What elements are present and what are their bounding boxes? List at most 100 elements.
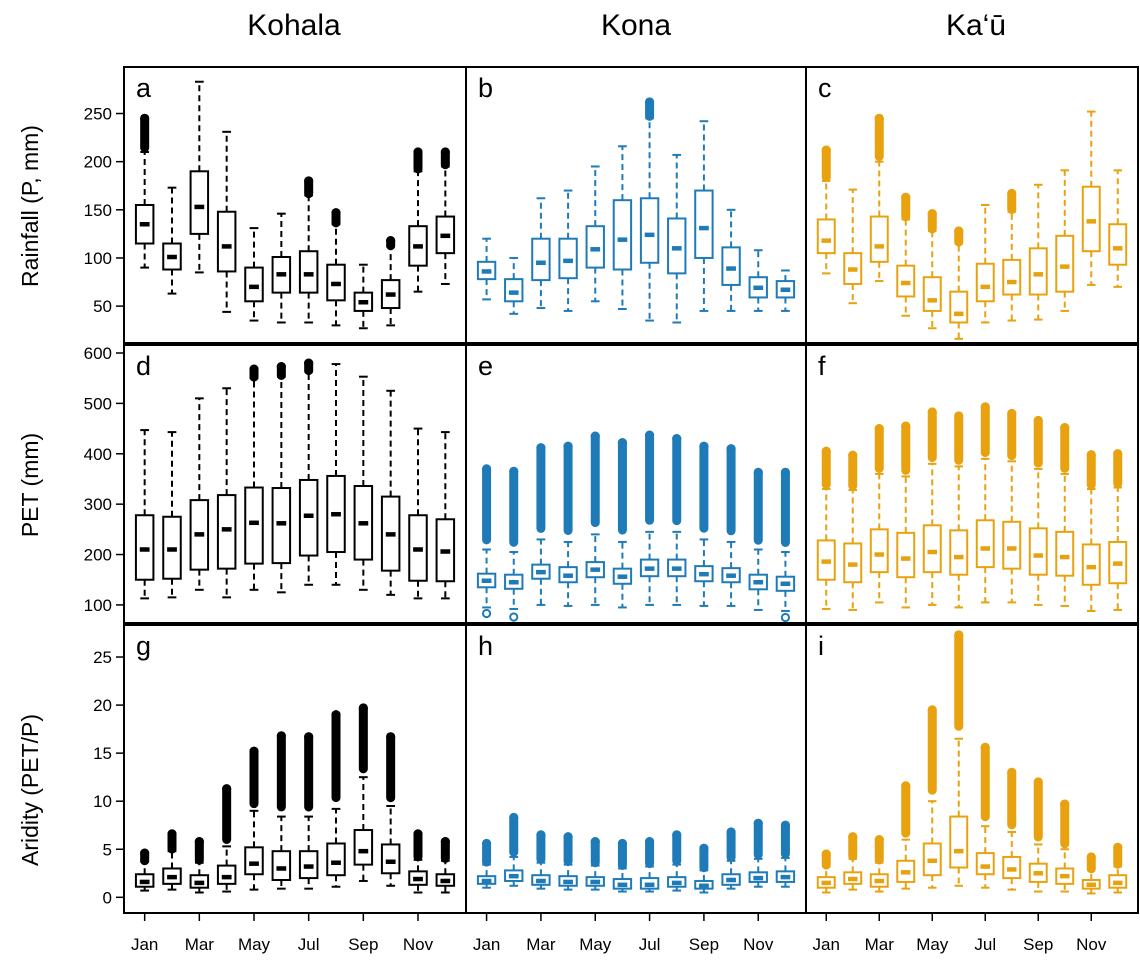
y-tick-label: 500 [84, 394, 112, 413]
outlier-max [699, 843, 709, 853]
x-tick-label: Jan [473, 935, 500, 954]
outlier-max [1060, 422, 1070, 433]
outlier-max [753, 467, 763, 478]
box-body [975, 262, 995, 303]
box-jul [298, 358, 319, 586]
box-may [585, 836, 605, 891]
y-tick-label: 15 [93, 744, 112, 763]
box-body [612, 199, 633, 271]
panel-a: a 50 100 150 200 250 [84, 66, 467, 344]
box-jul [639, 97, 660, 322]
y-tick-label: 0 [103, 888, 112, 907]
outlier-max [590, 836, 600, 847]
box-body [694, 189, 714, 259]
box-nov [1081, 852, 1101, 895]
box-body [975, 852, 995, 876]
box-sep [1028, 777, 1048, 893]
box-may [585, 165, 605, 303]
box-mar [869, 113, 889, 283]
outlier-max [874, 835, 884, 845]
panel-g: g 0 5 10 15 20 25 Jan Mar May Jul Sep Nov [93, 624, 467, 954]
box-sep [694, 441, 714, 607]
box-apr [558, 189, 578, 312]
row-label-pet: PET (mm) [17, 433, 43, 537]
column-title-kohala: Kohala [247, 9, 341, 42]
box-body [949, 529, 969, 576]
box-jul [639, 836, 660, 893]
outlier-max [980, 742, 990, 752]
box-body [949, 815, 969, 869]
box-nov [408, 147, 428, 293]
outlier-max [331, 208, 341, 218]
box-apr [896, 781, 916, 890]
y-tick-label: 50 [93, 297, 112, 316]
box-feb [162, 186, 182, 295]
panel-letter: d [136, 351, 151, 381]
box-aug [667, 153, 687, 324]
panel-letter: b [478, 73, 493, 103]
outlier-max [927, 705, 937, 715]
box-jan [476, 237, 497, 301]
outlier-max [1086, 450, 1096, 460]
box-body [1055, 530, 1075, 577]
outlier-max [821, 446, 831, 456]
x-tick-label: Mar [526, 935, 556, 954]
panel-c: c [805, 66, 1139, 344]
box-body [949, 290, 969, 324]
panels: a 50 100 150 200 250 b c d 100 200 300 400 500 600 e f g 0… [84, 66, 1139, 954]
outlier-max [304, 732, 314, 742]
box-body [271, 850, 292, 882]
box-aug [326, 208, 346, 327]
outlier-max [980, 402, 990, 412]
box-oct [721, 208, 741, 312]
box-body [244, 846, 264, 876]
panel-frame [805, 624, 1139, 914]
box-dec [435, 147, 456, 285]
row-label-rainfall: Rainfall (P, mm) [17, 125, 43, 287]
box-jan [476, 838, 497, 889]
box-nov [748, 818, 768, 888]
box-body [216, 864, 237, 885]
box-jan [816, 446, 836, 610]
x-tick-label: Jan [813, 935, 840, 954]
box-jul [975, 742, 995, 889]
outlier-max [1007, 408, 1017, 419]
panel-frame [805, 344, 1139, 624]
y-tick-label: 100 [84, 596, 112, 615]
outlier-max [1060, 799, 1070, 809]
panel-f: f [805, 344, 1139, 624]
box-jun [271, 362, 292, 594]
box-nov [1081, 110, 1101, 286]
outlier-max [901, 421, 911, 431]
outlier-max [590, 431, 600, 441]
box-feb [504, 256, 524, 315]
outlier-max [194, 836, 204, 847]
outlier-max [644, 430, 655, 440]
outlier-max [1033, 777, 1043, 787]
box-feb [843, 450, 863, 611]
box-jan [816, 145, 836, 275]
box-body [1002, 520, 1022, 570]
outlier-max [1007, 188, 1017, 199]
box-body [1055, 234, 1075, 293]
outlier-max [753, 818, 763, 828]
box-jun [612, 838, 633, 893]
box-jan [134, 848, 155, 892]
y-tick-label: 10 [93, 792, 112, 811]
outlier-max [954, 630, 964, 640]
outlier-max [927, 209, 937, 219]
x-tick-label: Nov [743, 935, 774, 954]
box-dec [775, 820, 796, 888]
x-tick-label: Nov [403, 935, 434, 954]
panel-letter: a [136, 73, 152, 103]
box-body [380, 843, 401, 875]
box-apr [558, 832, 578, 891]
box-body [558, 237, 578, 280]
box-feb [504, 466, 524, 622]
box-sep [1028, 415, 1048, 606]
box-aug [1002, 188, 1022, 322]
outlier-max [672, 434, 682, 444]
outlier-max [1113, 449, 1123, 459]
box-body [585, 225, 605, 269]
box-may [922, 705, 942, 889]
